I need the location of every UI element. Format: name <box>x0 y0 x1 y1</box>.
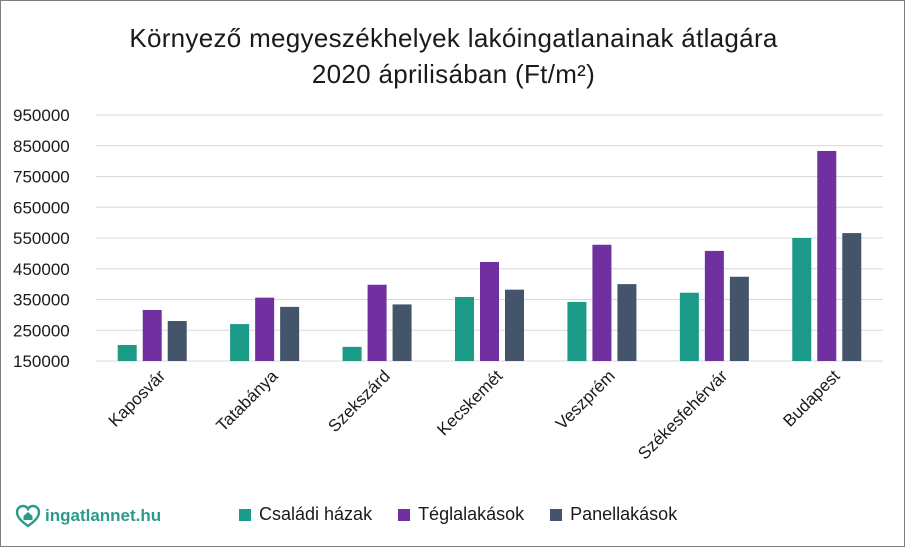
logo-text: ingatlannet.hu <box>45 506 162 525</box>
bar <box>679 292 699 361</box>
bar <box>842 233 862 361</box>
y-tick-label: 250000 <box>13 321 70 340</box>
bar <box>167 321 187 361</box>
x-tick-label: Budapest <box>779 366 843 430</box>
bar <box>817 150 837 361</box>
bar <box>617 284 637 361</box>
y-tick-label: 450000 <box>13 260 70 279</box>
legend-swatch <box>239 508 251 521</box>
chart-legend: Családi házak Téglalakások Panellakások <box>239 504 703 525</box>
bar <box>480 261 499 361</box>
legend-label: Panellakások <box>570 504 678 524</box>
bar <box>342 346 362 361</box>
legend-swatch <box>550 508 563 521</box>
x-tick-label: Székesfehérvár <box>634 366 731 463</box>
legend-item-csaladi-hazak: Családi házak <box>239 504 372 525</box>
bar <box>255 297 275 361</box>
y-tick-label: 950000 <box>13 106 70 125</box>
bar <box>367 284 387 361</box>
bar <box>729 276 749 361</box>
x-tick-label: Tatabánya <box>213 366 282 435</box>
x-tick-label: Szekszárd <box>324 366 394 436</box>
bar <box>455 297 474 361</box>
bar <box>567 301 587 361</box>
bar <box>117 345 137 361</box>
y-tick-label: 750000 <box>13 168 70 187</box>
bar <box>142 309 162 361</box>
chart-title-line-2: 2020 áprilisában (Ft/m²) <box>311 59 596 89</box>
legend-label: Családi házak <box>259 504 373 524</box>
x-tick-label: Kecskemét <box>433 366 506 439</box>
y-tick-label: 850000 <box>13 137 70 156</box>
legend-swatch <box>398 508 411 521</box>
bar <box>792 238 812 361</box>
legend-label: Téglalakások <box>418 504 525 524</box>
x-tick-label: Kaposvár <box>105 366 169 430</box>
y-tick-label: 350000 <box>13 291 70 310</box>
bar <box>230 324 250 361</box>
bar <box>392 304 412 361</box>
bar <box>505 289 524 361</box>
house-heart-icon <box>15 504 41 528</box>
y-tick-label: 650000 <box>13 198 70 217</box>
bar <box>704 250 724 361</box>
bar <box>592 244 612 361</box>
ingatlannet-logo: ingatlannet.hu <box>15 501 161 531</box>
y-tick-label: 550000 <box>13 229 70 248</box>
legend-item-panellakasok: Panellakások <box>550 504 677 525</box>
x-tick-label: Veszprém <box>552 366 619 433</box>
legend-item-teglalakasok: Téglalakások <box>398 504 524 525</box>
y-tick-label: 150000 <box>13 352 70 371</box>
chart-title-line-1: Környező megyeszékhelyek lakóingatlanain… <box>129 23 778 53</box>
bar <box>280 306 300 361</box>
